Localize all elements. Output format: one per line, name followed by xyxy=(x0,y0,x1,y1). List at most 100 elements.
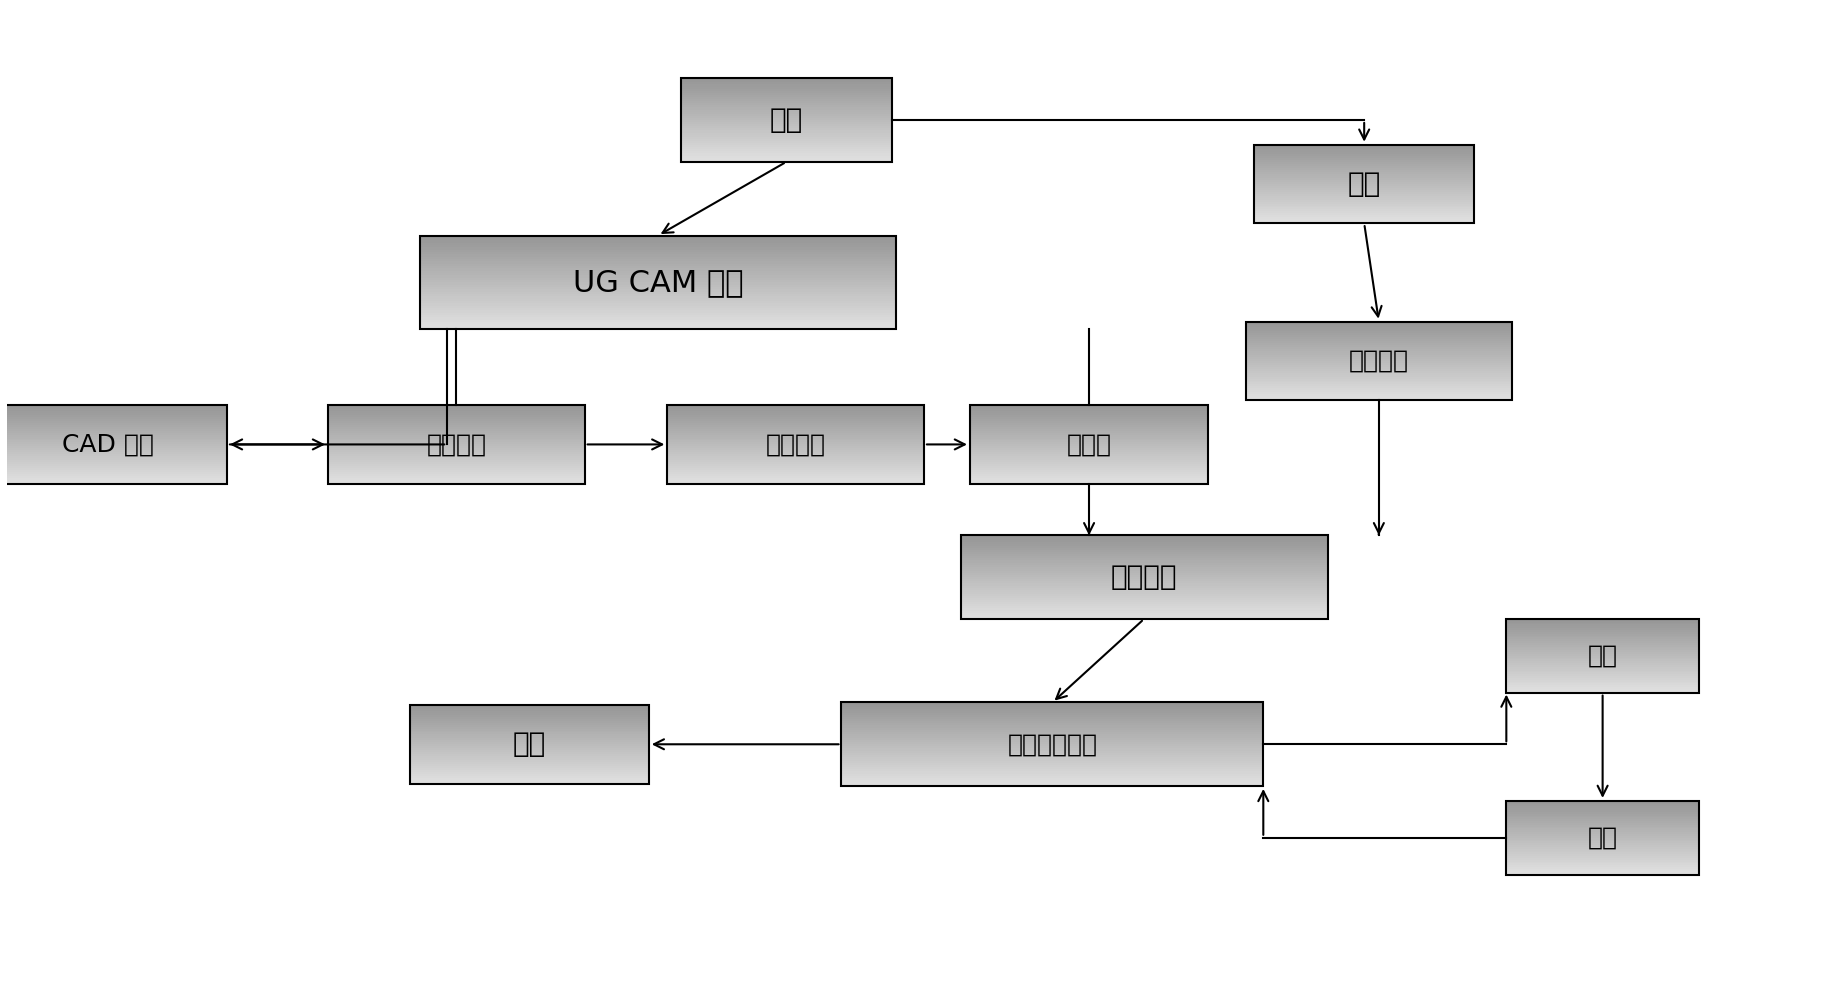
Bar xyxy=(970,429,1209,431)
Bar xyxy=(667,425,924,427)
Bar xyxy=(970,407,1209,409)
Bar xyxy=(419,261,896,263)
Bar xyxy=(1506,624,1698,626)
Text: 右端: 右端 xyxy=(1587,826,1617,849)
Bar xyxy=(1506,809,1698,810)
Bar xyxy=(841,719,1264,721)
Bar xyxy=(970,476,1209,478)
Bar xyxy=(1506,850,1698,852)
Bar xyxy=(1506,691,1698,693)
Bar xyxy=(680,95,893,97)
Bar xyxy=(841,768,1264,770)
Bar xyxy=(1506,634,1698,635)
Bar xyxy=(970,437,1209,439)
Bar xyxy=(419,266,896,268)
Bar xyxy=(419,322,896,324)
Bar xyxy=(419,315,896,317)
Bar xyxy=(667,464,924,466)
Bar xyxy=(1506,621,1698,622)
Bar xyxy=(1506,667,1698,669)
Bar xyxy=(1506,685,1698,687)
Bar xyxy=(1246,361,1512,363)
Bar xyxy=(1506,672,1698,674)
Bar xyxy=(667,427,924,429)
Bar xyxy=(410,750,649,752)
Bar xyxy=(841,749,1264,751)
Bar xyxy=(1255,185,1475,187)
Bar xyxy=(419,301,896,303)
Bar xyxy=(961,581,1327,583)
Bar xyxy=(0,407,227,409)
Bar xyxy=(667,476,924,478)
Bar xyxy=(410,760,649,762)
Bar xyxy=(1506,833,1698,835)
Bar xyxy=(1506,803,1698,805)
Bar xyxy=(327,415,584,417)
Bar xyxy=(680,125,893,127)
Bar xyxy=(970,453,1209,455)
Bar xyxy=(0,474,227,476)
Bar xyxy=(680,150,893,152)
Bar xyxy=(1506,658,1698,659)
Bar xyxy=(1246,371,1512,373)
Bar xyxy=(1506,687,1698,689)
Bar xyxy=(1506,639,1698,641)
Bar xyxy=(961,615,1327,617)
Bar xyxy=(410,705,649,784)
Bar xyxy=(1506,837,1698,839)
Bar xyxy=(1246,327,1512,329)
Bar xyxy=(419,305,896,308)
Bar xyxy=(1246,391,1512,393)
Bar xyxy=(841,724,1264,726)
Bar xyxy=(327,439,584,441)
Bar xyxy=(1255,153,1475,155)
Bar xyxy=(961,535,1327,537)
Bar xyxy=(410,735,649,737)
Bar xyxy=(1246,369,1512,371)
Bar xyxy=(410,705,649,707)
Bar xyxy=(970,464,1209,466)
Bar xyxy=(961,548,1327,550)
Bar xyxy=(667,470,924,472)
Bar xyxy=(970,421,1209,423)
Bar xyxy=(667,445,924,447)
Bar xyxy=(841,778,1264,780)
Bar xyxy=(667,407,924,409)
Bar xyxy=(0,433,227,435)
Bar xyxy=(410,737,649,739)
Bar xyxy=(0,419,227,421)
Bar xyxy=(410,766,649,768)
Bar xyxy=(1506,622,1698,624)
Bar xyxy=(1255,195,1475,197)
Text: 后处理: 后处理 xyxy=(1066,433,1111,457)
Bar xyxy=(961,589,1327,592)
Bar xyxy=(841,774,1264,776)
Bar xyxy=(841,736,1264,738)
Bar xyxy=(841,763,1264,765)
Bar xyxy=(1506,858,1698,859)
Bar xyxy=(1255,183,1475,185)
Bar xyxy=(1246,375,1512,377)
Bar xyxy=(327,476,584,478)
Bar xyxy=(1246,323,1512,325)
Bar xyxy=(680,89,893,91)
Bar xyxy=(419,317,896,320)
Bar xyxy=(961,539,1327,541)
Bar xyxy=(1246,333,1512,335)
Bar xyxy=(680,112,893,114)
Bar xyxy=(0,445,227,447)
Bar xyxy=(1246,389,1512,391)
Bar xyxy=(1246,345,1512,347)
Bar xyxy=(1255,205,1475,207)
Bar xyxy=(970,472,1209,474)
Bar xyxy=(327,466,584,468)
Bar xyxy=(327,447,584,449)
Bar xyxy=(419,294,896,296)
Bar xyxy=(1246,394,1512,396)
Bar xyxy=(1255,211,1475,213)
Bar xyxy=(680,135,893,137)
Bar xyxy=(1506,654,1698,656)
Bar xyxy=(1506,674,1698,676)
Bar xyxy=(419,240,896,242)
Bar xyxy=(961,571,1327,573)
